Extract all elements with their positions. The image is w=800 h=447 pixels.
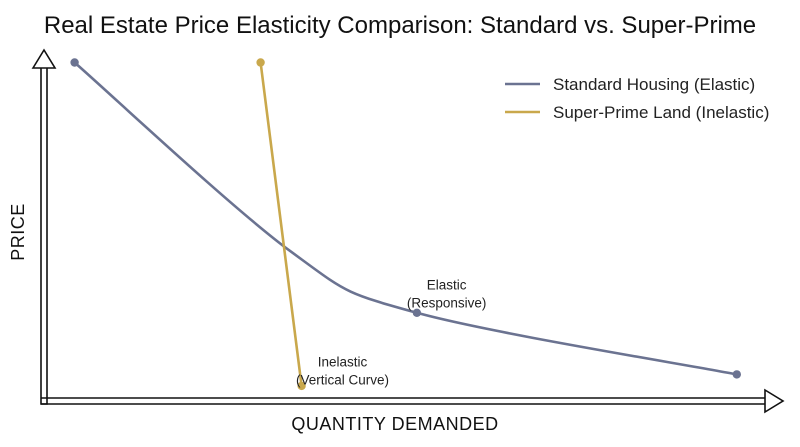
series-line-2 (259, 61, 303, 388)
y-axis-line (40, 66, 48, 405)
data-point-2-1 (256, 58, 265, 67)
series-2 (256, 58, 306, 391)
annotations: Elastic (Responsive) Inelastic (Vertical Cu… (296, 278, 486, 388)
legend: Standard Housing (Elastic) Super-Prime La… (505, 75, 769, 122)
chart-title: Real Estate Price Elasticity Comparison:… (44, 12, 756, 39)
annotation-1-line-2: (Responsive) (407, 296, 487, 311)
data-point-1-3 (732, 370, 741, 379)
annotation-2-line-1: Inelastic (318, 355, 368, 370)
series-line-1 (73, 61, 739, 376)
data-point-1-1 (70, 58, 79, 67)
series-1 (70, 58, 741, 379)
y-axis (31, 48, 57, 405)
y-axis-label: PRICE (8, 203, 28, 261)
legend-label-1: Standard Housing (Elastic) (553, 75, 755, 94)
annotation-2-line-2: (Vertical Curve) (296, 373, 389, 388)
legend-label-2: Super-Prime Land (Inelastic) (553, 103, 769, 122)
y-axis-arrowhead (31, 48, 57, 69)
x-axis-label: QUANTITY DEMANDED (291, 414, 498, 434)
x-axis-arrowhead (764, 388, 785, 414)
data-point-2-2 (297, 381, 306, 391)
x-axis-line (41, 397, 766, 405)
x-axis (41, 388, 785, 414)
annotation-1-line-1: Elastic (427, 278, 467, 293)
plot-area (70, 58, 741, 391)
data-point-1-2 (412, 308, 422, 317)
